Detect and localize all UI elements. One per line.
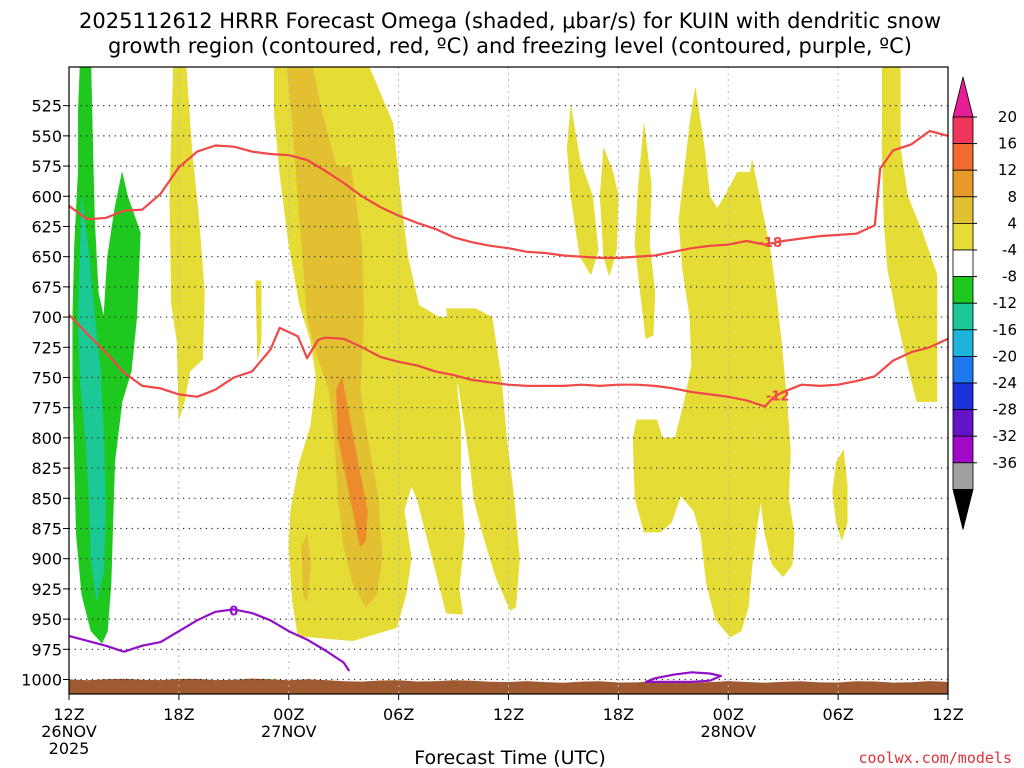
y-tick-label-1000: 1000 — [21, 671, 62, 690]
x-axis-label: Forecast Time (UTC) — [414, 747, 605, 768]
colorbar-label-16: 16 — [998, 135, 1017, 153]
colorbar-label-4: 4 — [1007, 214, 1017, 232]
colorbar-label--28: -28 — [993, 401, 1018, 419]
chart-title-line-1: 2025112612 HRRR Forecast Omega (shaded, … — [79, 9, 941, 33]
colorbar-swatch-9 — [952, 355, 974, 384]
y-tick-label-650: 650 — [31, 248, 62, 267]
y-tick-label-925: 925 — [31, 580, 62, 599]
y-tick-label-675: 675 — [31, 278, 62, 297]
freezing-level-contour-1 — [644, 671, 722, 683]
colorbar-label--12: -12 — [993, 294, 1018, 312]
colorbar-swatch-8 — [952, 329, 974, 357]
colorbar-swatch-5 — [952, 249, 974, 278]
x-tick-date-6: 28NOV — [700, 722, 756, 741]
colorbar-swatch-6 — [952, 276, 974, 304]
y-tick-label-575: 575 — [31, 157, 62, 176]
credit-text: coolwx.com/models — [858, 749, 1012, 767]
omega-region-12 — [301, 533, 311, 602]
x-tick-label-0: 12Z — [53, 705, 84, 724]
freezing-level-contour-0-label: 0 — [229, 604, 238, 619]
freezing-level-contour-0 — [69, 608, 351, 672]
y-tick-label-975: 975 — [31, 640, 62, 659]
omega-region-13 — [336, 376, 368, 548]
colorbar-swatch-12 — [952, 435, 974, 464]
colorbar-label-20: 20 — [998, 108, 1017, 126]
y-tick-label-550: 550 — [31, 127, 62, 146]
colorbar-label--16: -16 — [993, 321, 1018, 339]
colorbar-swatch-0 — [952, 116, 974, 145]
plot-area — [68, 66, 949, 695]
y-axis: 525 550 575 600 625 650 675 700 725 750 775 800 825 8… — [21, 97, 69, 690]
colorbar-label-12: 12 — [998, 161, 1017, 179]
contour-lines — [69, 129, 948, 683]
y-tick-label-850: 850 — [31, 489, 62, 508]
y-tick-label-750: 750 — [31, 368, 62, 387]
y-tick-label-725: 725 — [31, 338, 62, 357]
omega-region-9 — [832, 449, 848, 542]
colorbar-bottom-arrow — [952, 488, 974, 530]
x-tick-date-2: 27NOV — [261, 722, 317, 741]
colorbar-swatch-3 — [952, 196, 974, 224]
colorbar-swatch-13 — [952, 462, 974, 490]
y-tick-label-600: 600 — [31, 187, 62, 206]
y-tick-label-700: 700 — [31, 308, 62, 327]
x-tick-label-1: 18Z — [163, 705, 194, 724]
x-tick-date-0: 26NOV — [41, 722, 97, 741]
colorbar-label--24: -24 — [993, 374, 1018, 392]
colorbar-label--32: -32 — [993, 427, 1018, 445]
x-tick-label-8: 12Z — [932, 705, 963, 724]
y-tick-label-950: 950 — [31, 610, 62, 629]
omega-region-4 — [566, 105, 599, 276]
omega-region-8 — [746, 159, 795, 578]
colorbar-swatch-4 — [952, 222, 974, 251]
colorbar-label--20: -20 — [993, 347, 1018, 365]
colorbar-swatch-11 — [952, 409, 974, 437]
dgz-bottom-contour-label: -12 — [766, 389, 790, 404]
colorbar: 20 16 12 8 4 -4 -8 -12 -16 -20 -24 -28 -32 -36 — [952, 76, 1018, 530]
x-tick-label-4: 12Z — [493, 705, 524, 724]
x-tick-label-5: 18Z — [603, 705, 634, 724]
y-tick-label-875: 875 — [31, 519, 62, 538]
colorbar-swatch-2 — [952, 169, 974, 198]
colorbar-top-arrow — [952, 76, 974, 118]
colorbar-swatch-7 — [952, 302, 974, 331]
omega-region-1 — [255, 280, 262, 360]
x-tick-label-3: 06Z — [383, 705, 414, 724]
dgz-top-contour — [69, 129, 948, 259]
y-tick-label-775: 775 — [31, 399, 62, 418]
y-tick-label-525: 525 — [31, 97, 62, 116]
colorbar-label--8: -8 — [1002, 268, 1017, 286]
x-tick-label-7: 06Z — [822, 705, 853, 724]
x-tick-label-2: 00Z — [273, 705, 304, 724]
colorbar-label--36: -36 — [993, 454, 1018, 472]
dgz-top-contour-label: -18 — [759, 236, 783, 251]
omega-region-6 — [634, 123, 656, 340]
colorbar-label-8: 8 — [1007, 188, 1017, 206]
x-tick-year-0: 2025 — [49, 739, 90, 758]
y-tick-label-825: 825 — [31, 459, 62, 478]
y-tick-label-800: 800 — [31, 429, 62, 448]
colorbar-swatch-10 — [952, 382, 974, 411]
colorbar-label--4: -4 — [1002, 241, 1017, 259]
y-tick-label-900: 900 — [31, 550, 62, 569]
omega-region-5 — [599, 147, 619, 277]
grid-lines — [69, 67, 948, 694]
y-tick-label-625: 625 — [31, 217, 62, 236]
chart-title-line-2: growth region (contoured, red, ºC) and f… — [108, 34, 912, 58]
dgz-bottom-contour — [69, 313, 948, 408]
x-tick-label-6: 00Z — [713, 705, 744, 724]
colorbar-swatch-1 — [952, 143, 974, 171]
omega-region-15 — [77, 196, 106, 602]
